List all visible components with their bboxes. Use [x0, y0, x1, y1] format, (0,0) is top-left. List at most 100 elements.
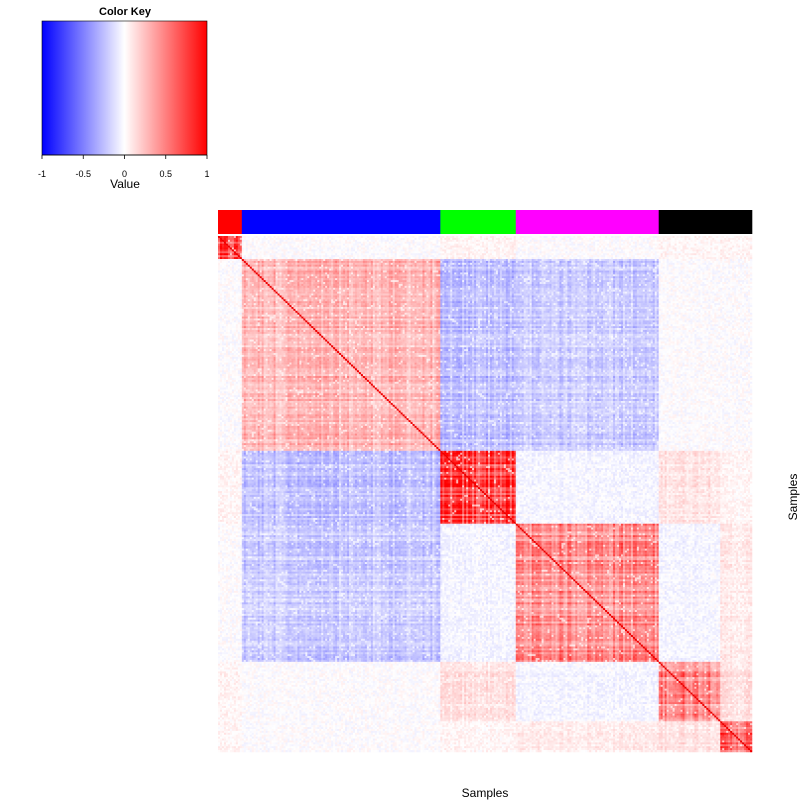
heatmap-cell	[357, 238, 359, 240]
heatmap-cell	[264, 240, 266, 242]
heatmap-cell	[331, 238, 333, 240]
heatmap-cell	[655, 236, 657, 238]
heatmap-cell	[690, 240, 692, 242]
heatmap-cell	[381, 242, 383, 244]
heatmap-cell	[555, 240, 557, 242]
heatmap-cell	[428, 236, 430, 238]
heatmap-cell	[393, 242, 395, 244]
heatmap-cell	[706, 236, 708, 238]
heatmap-cell	[325, 242, 327, 244]
heatmap-cell	[351, 238, 353, 240]
heatmap-cell	[597, 236, 599, 238]
heatmap-cell	[504, 238, 506, 240]
heatmap-cell	[285, 242, 287, 244]
heatmap-cell	[305, 240, 307, 242]
heatmap-cell	[540, 240, 542, 242]
heatmap-cell	[490, 240, 492, 242]
heatmap-cell	[369, 236, 371, 238]
heatmap-cell	[542, 238, 544, 240]
heatmap-cell	[530, 240, 532, 242]
heatmap-cell	[349, 238, 351, 240]
heatmap-cell	[700, 236, 702, 238]
heatmap-cell	[532, 240, 534, 242]
heatmap-cell	[585, 238, 587, 240]
heatmap-cell	[635, 240, 637, 242]
heatmap-cell	[625, 236, 627, 238]
heatmap-cell	[466, 240, 468, 242]
heatmap-cell	[647, 236, 649, 238]
heatmap-cell	[252, 236, 254, 238]
heatmap-cell	[303, 238, 305, 240]
heatmap-cell	[542, 240, 544, 242]
heatmap-cell	[698, 240, 700, 242]
heatmap-cell	[228, 236, 230, 238]
heatmap-cell	[313, 242, 315, 244]
heatmap-cell	[750, 238, 752, 240]
heatmap-cell	[323, 236, 325, 238]
heatmap-cell	[407, 242, 409, 244]
heatmap-cell	[526, 240, 528, 242]
heatmap-cell	[484, 236, 486, 238]
heatmap-cell	[285, 238, 287, 240]
heatmap-cell	[579, 236, 581, 238]
heatmap-cell	[561, 236, 563, 238]
heatmap-cell	[488, 238, 490, 240]
heatmap-cell	[262, 238, 264, 240]
heatmap-cell	[315, 236, 317, 238]
heatmap-cell	[587, 236, 589, 238]
heatmap-cell	[688, 238, 690, 240]
heatmap-cell	[653, 238, 655, 240]
heatmap-cell	[415, 238, 417, 240]
heatmap-cell	[462, 240, 464, 242]
heatmap-cell	[659, 240, 661, 242]
heatmap-cell	[232, 238, 234, 240]
heatmap-cell	[665, 236, 667, 238]
heatmap-cell	[540, 236, 542, 238]
heatmap-cell	[643, 238, 645, 240]
heatmap-cell	[506, 238, 508, 240]
heatmap-cell	[530, 236, 532, 238]
heatmap-cell	[561, 240, 563, 242]
heatmap-cell	[234, 242, 236, 244]
heatmap-cell	[605, 240, 607, 242]
heatmap-cell	[599, 238, 601, 240]
heatmap-cell	[714, 238, 716, 240]
heatmap-cell	[379, 236, 381, 238]
heatmap-cell	[498, 240, 500, 242]
heatmap-cell	[383, 240, 385, 242]
heatmap-cell	[480, 238, 482, 240]
heatmap-cell	[264, 238, 266, 240]
heatmap-cell	[516, 240, 518, 242]
heatmap-cell	[587, 240, 589, 242]
heatmap-cell	[426, 238, 428, 240]
heatmap-cell	[524, 238, 526, 240]
heatmap-cell	[694, 240, 696, 242]
heatmap-cell	[553, 240, 555, 242]
heatmap-cell	[254, 238, 256, 240]
heatmap-cell	[679, 238, 681, 240]
group-color-bar	[218, 210, 752, 234]
heatmap-cell	[424, 236, 426, 238]
heatmap-cell	[685, 238, 687, 240]
heatmap-cell	[438, 240, 440, 242]
heatmap-cell	[260, 238, 262, 240]
heatmap-cell	[466, 238, 468, 240]
heatmap-cell	[280, 242, 282, 244]
heatmap-cell	[565, 240, 567, 242]
heatmap-cell	[470, 238, 472, 240]
heatmap-cell	[224, 238, 226, 240]
heatmap-cell	[480, 236, 482, 238]
heatmap-cell	[724, 238, 726, 240]
heatmap-cell	[460, 240, 462, 242]
heatmap-cell	[325, 236, 327, 238]
heatmap-cell	[595, 238, 597, 240]
heatmap-cell	[301, 242, 303, 244]
heatmap-cell	[242, 238, 244, 240]
heatmap-cell	[736, 240, 738, 242]
heatmap-cell	[365, 238, 367, 240]
heatmap-cell	[331, 236, 333, 238]
heatmap-cell	[321, 242, 323, 244]
heatmap-cell	[601, 240, 603, 242]
heatmap-cell	[432, 240, 434, 242]
heatmap-cell	[397, 240, 399, 242]
